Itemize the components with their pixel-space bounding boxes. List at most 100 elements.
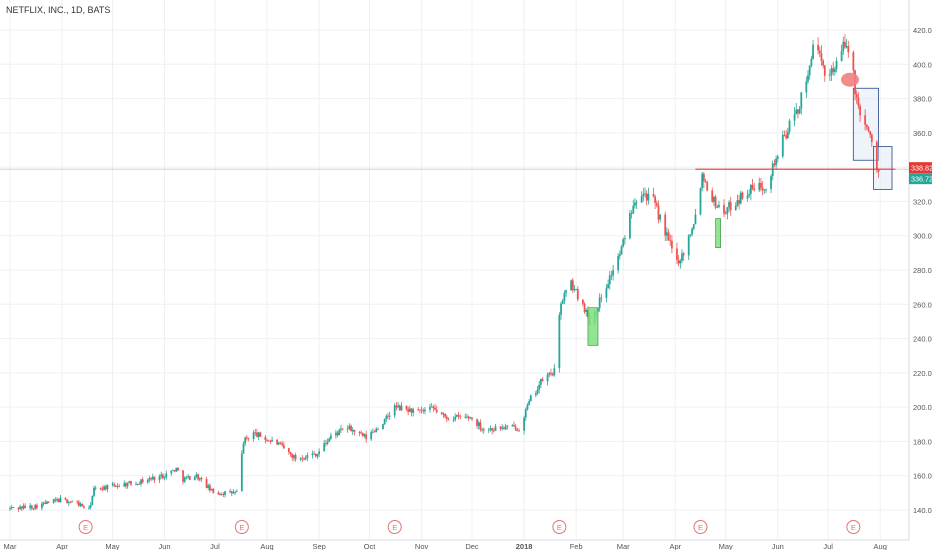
candle-body [711, 190, 714, 202]
candle-body [375, 428, 378, 433]
candle-body [294, 455, 297, 460]
candle-body [763, 189, 766, 191]
candle-body [729, 202, 732, 211]
annotations [587, 72, 896, 346]
candle-body [489, 428, 492, 430]
candle-body [654, 196, 657, 203]
earnings-e-icon[interactable]: E [387, 520, 402, 534]
y-tick-label: 200.00 [913, 403, 932, 412]
candle-body [405, 405, 408, 410]
earnings-e-icon[interactable]: E [552, 520, 567, 534]
candle-body [434, 407, 436, 410]
candle-body [541, 379, 544, 382]
candle-body [657, 205, 660, 220]
candle-body [783, 134, 786, 136]
candle-body [447, 418, 450, 420]
candle-body [34, 504, 37, 509]
candle-body [765, 189, 767, 190]
candle-body [88, 507, 90, 509]
candle-body [76, 501, 79, 503]
candle-body [538, 384, 541, 390]
candle-body [513, 425, 515, 427]
candle-body [207, 485, 210, 488]
candle-body [193, 476, 196, 481]
earnings-e-icon[interactable]: E [234, 520, 249, 534]
candle-body [417, 409, 420, 411]
candle-body [351, 429, 354, 432]
candle-body [797, 109, 799, 114]
candle-body [687, 235, 690, 256]
time-axis[interactable]: Mar Apr May Jun Jul Aug Sep Oct Nov Dec 2018 Feb Mar… [4, 542, 887, 551]
candle-body [424, 409, 426, 412]
candle-body [247, 438, 250, 440]
y-tick-label: 400.00 [913, 60, 932, 69]
candle-body [163, 477, 166, 479]
candle-body [635, 202, 638, 204]
candle-body [217, 492, 220, 495]
candle-body [397, 405, 399, 408]
candle-body [822, 60, 825, 66]
candle-body [795, 109, 798, 115]
candle-body [560, 303, 562, 315]
candle-body [736, 200, 739, 206]
x-tick-label: Jun [772, 542, 784, 550]
candle-body [125, 483, 127, 487]
x-tick-label: Jun [159, 542, 171, 550]
price-label-green: 336.72 [909, 173, 932, 185]
candle-body [857, 97, 860, 106]
candle-body [514, 426, 517, 431]
candle-body [704, 181, 707, 182]
candle-body [20, 506, 23, 509]
candle-body [788, 120, 791, 132]
x-tick-label: Dec [465, 542, 479, 550]
candle-body [528, 401, 531, 405]
candle-body [459, 416, 462, 418]
red-ellipse-marker [841, 72, 859, 87]
price-axis[interactable]: 140.00 160.00 180.00 200.00 220.00 240.00 260.… [913, 26, 932, 515]
candle-body [877, 169, 880, 172]
earnings-e-icon[interactable]: E [78, 520, 93, 534]
candle-body [724, 213, 727, 215]
candle-body [183, 477, 186, 482]
grid [0, 0, 909, 540]
candle-body [835, 60, 838, 70]
candle-body [864, 115, 867, 125]
candle-body [266, 440, 268, 441]
price-label-text: 336.72 [911, 175, 932, 184]
candle-body [229, 491, 231, 492]
candle-body [469, 417, 472, 419]
candle-body [19, 506, 21, 509]
candle-body [30, 505, 33, 509]
candle-body [770, 176, 772, 190]
candle-body [682, 253, 685, 256]
candle-body [748, 193, 751, 196]
candle-body [667, 232, 670, 241]
y-tick-label: 220.00 [913, 369, 932, 378]
candle-body [499, 426, 502, 429]
candle-body [114, 485, 117, 487]
candle-body [798, 108, 801, 114]
candle-body [161, 474, 164, 479]
candle-body [773, 163, 776, 166]
y-tick-label: 320.00 [913, 197, 932, 206]
candle-body [840, 51, 843, 61]
candle-body [57, 499, 60, 503]
candle-body [382, 424, 384, 430]
candle-body [318, 451, 321, 455]
candle-body [42, 502, 45, 504]
price-label-red: 338.82 [909, 162, 932, 174]
candle-body [607, 284, 609, 289]
candle-body [435, 409, 438, 413]
candle-body [817, 44, 819, 51]
earnings-e-icon[interactable]: E [846, 520, 861, 534]
candle-body [259, 432, 262, 437]
candle-body [128, 481, 131, 484]
candle-body [135, 483, 137, 485]
candle-body [69, 502, 72, 503]
earnings-e-icon[interactable]: E [693, 520, 708, 534]
candle-body [852, 52, 855, 71]
x-tick-label: Nov [415, 542, 429, 550]
